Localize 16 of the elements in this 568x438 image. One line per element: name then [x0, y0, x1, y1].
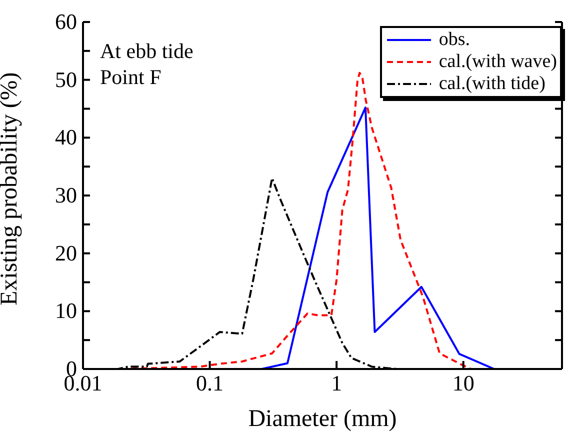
y-tick-label: 50 [55, 66, 77, 92]
y-tick-label: 20 [55, 240, 77, 266]
y-tick-label: 30 [55, 182, 77, 208]
x-tick-label: 1 [331, 370, 342, 396]
annotation: Point F [100, 64, 162, 90]
y-tick-label: 40 [55, 124, 77, 150]
legend-label: obs. [438, 29, 470, 51]
x-tick-label: 10 [452, 370, 474, 396]
legend-label: cal.(with wave) [438, 51, 557, 73]
x-tick-label: 0.1 [196, 370, 224, 396]
y-axis-title: Existing probability (%) [0, 72, 23, 306]
y-tick-label: 60 [55, 9, 77, 34]
legend-label: cal.(with tide) [438, 73, 546, 95]
y-tick-label: 10 [55, 298, 77, 324]
annotation: At ebb tide [100, 38, 194, 64]
x-axis-title: Diameter (mm) [248, 406, 397, 432]
